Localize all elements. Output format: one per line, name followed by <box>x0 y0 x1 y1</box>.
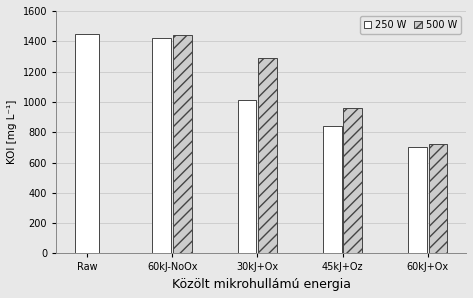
Bar <box>343 108 362 254</box>
Bar <box>323 126 342 254</box>
Bar <box>408 148 427 254</box>
Bar <box>258 58 277 254</box>
X-axis label: Közölt mikrohullámú energia: Közölt mikrohullámú energia <box>172 278 350 291</box>
Bar <box>237 100 256 254</box>
Bar <box>152 38 171 254</box>
Bar <box>173 35 192 254</box>
Legend: 250 W, 500 W: 250 W, 500 W <box>359 16 461 34</box>
Bar <box>75 34 99 254</box>
Y-axis label: KOI [mg L⁻¹]: KOI [mg L⁻¹] <box>7 100 17 164</box>
Bar <box>429 144 447 254</box>
